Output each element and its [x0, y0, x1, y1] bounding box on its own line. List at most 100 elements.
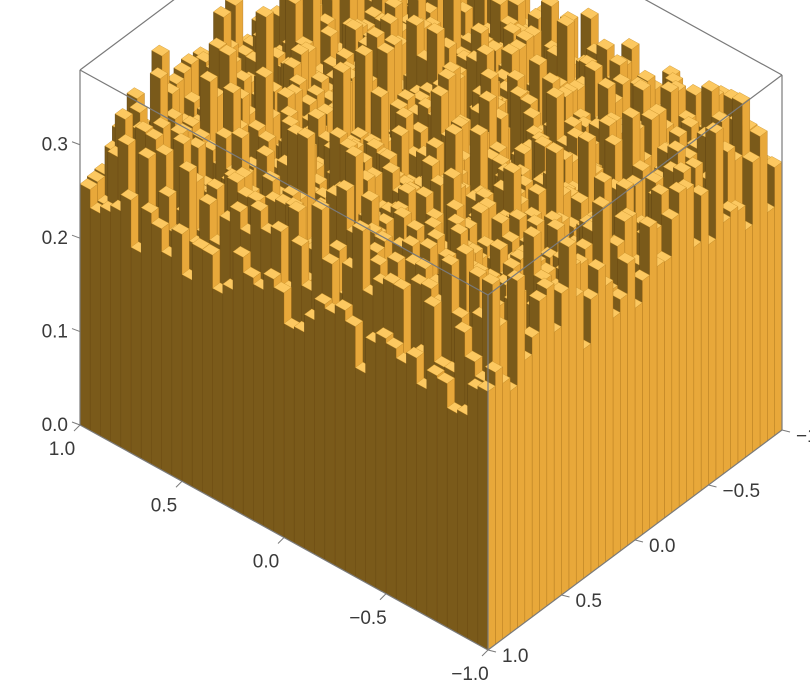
z-tick-label: 0.0 — [42, 415, 68, 436]
bar-top-face — [574, 238, 593, 250]
bar-side-face — [693, 241, 702, 497]
bar-top-face — [509, 85, 529, 98]
bar-top-face — [391, 124, 410, 137]
bar-top-face — [306, 84, 325, 96]
bar-top-face — [426, 137, 445, 149]
bar-top-face — [145, 128, 164, 140]
bar-top-face — [332, 61, 351, 74]
bar-top-face — [374, 230, 393, 242]
bar-top-face — [222, 81, 242, 94]
bar-side-face — [620, 293, 628, 552]
y-tick — [634, 539, 644, 543]
bar-top-face — [151, 217, 170, 230]
bar-top-face — [166, 72, 185, 85]
bar-side-face — [531, 331, 540, 618]
bar-top-face — [503, 161, 522, 174]
bar-side-face — [634, 302, 643, 541]
bar-top-face — [120, 188, 139, 201]
bar-front-face — [181, 274, 193, 488]
bar-top-face — [480, 67, 499, 80]
bar-top-face — [526, 214, 545, 227]
bar-top-face — [180, 53, 200, 65]
bar-front-face — [416, 383, 427, 617]
bar-side-face — [502, 377, 511, 640]
bar-top-face — [366, 241, 386, 254]
bar-top-face — [468, 265, 488, 278]
bar-top-face — [406, 346, 425, 359]
bar-top-face — [523, 206, 542, 219]
bar-top-face — [149, 67, 169, 79]
bar-side-face — [487, 385, 496, 651]
bar-top-face — [536, 277, 555, 290]
x-tick-label: −0.5 — [349, 608, 387, 629]
bar-top-face — [533, 269, 552, 281]
bar-top-face — [491, 212, 510, 224]
bar-top-face — [307, 107, 327, 120]
bar-side-face — [686, 184, 694, 502]
z-tick — [71, 234, 81, 239]
bar-top-face — [226, 171, 246, 184]
bar-top-face — [288, 200, 307, 213]
bar-top-face — [596, 38, 615, 51]
bar-side-face — [576, 290, 584, 585]
bar-top-face — [290, 43, 309, 56]
bar-top-face — [481, 273, 501, 285]
bar-front-face — [110, 205, 122, 448]
y-tick — [708, 484, 717, 488]
bar-top-face — [615, 177, 635, 190]
bar-top-face — [423, 295, 442, 308]
bar-top-face — [441, 254, 460, 266]
z-tick — [71, 328, 81, 333]
bar-side-face — [561, 287, 570, 596]
bar-top-face — [471, 202, 490, 214]
bar-top-face — [225, 0, 244, 6]
bar-top-face — [255, 66, 274, 78]
bar-top-face — [523, 225, 542, 238]
bar-top-face — [235, 44, 254, 56]
bar-top-face — [202, 243, 221, 256]
bar-side-face — [774, 161, 783, 436]
bar-side-face — [759, 130, 768, 447]
bar-top-face — [749, 125, 768, 137]
y-tick — [781, 429, 791, 433]
x-tick — [175, 480, 183, 488]
bar-top-face — [451, 306, 470, 319]
bar-front-face — [140, 207, 152, 465]
bar-top-face — [680, 116, 700, 128]
y-tick-label: 0.5 — [576, 591, 602, 612]
bar-front-face — [242, 272, 254, 521]
bar-top-face — [192, 128, 211, 140]
bar-top-face — [250, 199, 269, 212]
bar-front-face — [273, 286, 285, 538]
bar-top-face — [273, 281, 292, 294]
bar-top-face — [336, 47, 355, 60]
bar-top-face — [443, 167, 462, 180]
bar-front-face — [89, 207, 101, 437]
bar-top-face — [534, 135, 553, 148]
bar-side-face — [583, 343, 592, 579]
bar-top-face — [173, 62, 192, 74]
bar-side-face — [642, 274, 650, 535]
front-box-frame — [79, 69, 783, 651]
bar-top-face — [464, 350, 483, 363]
bar-top-face — [419, 237, 438, 250]
bar-top-face — [502, 22, 522, 34]
bar-top-face — [361, 189, 380, 202]
bar-top-face — [232, 246, 251, 258]
bar-top-face — [701, 80, 720, 92]
bar-top-face — [631, 269, 651, 281]
bar-front-face — [120, 194, 132, 454]
bar-front-face — [375, 332, 387, 595]
bar-top-face — [345, 18, 364, 31]
bar-top-face — [450, 222, 469, 235]
bar-top-face — [384, 0, 403, 9]
y-tick — [487, 649, 497, 653]
bar-top-face — [135, 120, 154, 133]
bar-front-face — [171, 228, 183, 482]
bar-top-face — [506, 269, 526, 282]
bar-side-face — [568, 241, 577, 590]
x-tick-label: 0.5 — [151, 495, 177, 516]
bar-top-face — [321, 252, 340, 265]
bar-top-face — [114, 108, 134, 120]
